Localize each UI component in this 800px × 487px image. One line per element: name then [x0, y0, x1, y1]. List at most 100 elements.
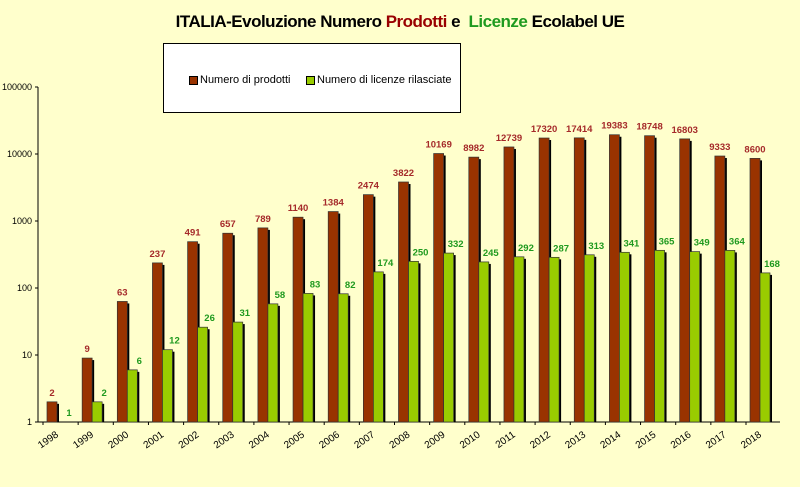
data-label-licenze: 58: [275, 290, 286, 301]
data-label-licenze: 12: [169, 336, 180, 347]
data-label-licenze: 287: [553, 243, 569, 254]
bar-prodotti: [538, 137, 550, 423]
legend-swatch: [306, 75, 315, 85]
data-label-licenze: 313: [588, 241, 604, 252]
data-label-prodotti: 2: [49, 388, 54, 399]
x-tick-label: 2013: [563, 429, 588, 451]
title-prodotti: Prodotti: [385, 12, 448, 31]
x-tick-label: 2009: [423, 429, 448, 451]
bar-licenze: [443, 252, 454, 423]
bar-prodotti: [292, 216, 304, 423]
legend-label: Numero di licenze rilasciate: [317, 74, 452, 86]
title-part: ITALIA-Evoluzione Numero: [175, 12, 382, 31]
bar-prodotti: [609, 134, 620, 423]
data-label-licenze: 349: [694, 238, 710, 249]
x-tick-label: 1999: [71, 429, 96, 451]
legend-item-licenze: Numero di licenze rilasciate: [306, 74, 452, 86]
data-label-prodotti: 9: [85, 344, 90, 355]
x-tick-label: 2014: [599, 429, 624, 451]
x-tick-label: 2004: [247, 429, 272, 451]
data-label-prodotti: 19383: [601, 121, 627, 132]
bar-prodotti: [468, 156, 480, 423]
data-label-licenze: 26: [204, 313, 215, 324]
bar-prodotti: [46, 401, 58, 423]
data-label-licenze: 174: [377, 258, 394, 269]
x-tick-label: 2010: [458, 429, 483, 451]
data-label-prodotti: 657: [220, 219, 236, 230]
data-label-prodotti: 8982: [463, 143, 484, 154]
x-tick-label: 2012: [528, 429, 553, 451]
title-part: e: [451, 12, 461, 31]
data-label-prodotti: 8600: [744, 144, 765, 155]
data-label-prodotti: 1140: [288, 203, 309, 214]
x-tick-label: 2016: [669, 429, 694, 451]
data-label-licenze: 341: [623, 238, 640, 249]
bar-prodotti: [679, 138, 691, 423]
data-label-licenze: 1: [66, 408, 72, 419]
bar-licenze: [689, 251, 701, 423]
data-label-prodotti: 17414: [566, 124, 593, 135]
y-tick-label: 10: [22, 350, 32, 360]
data-label-licenze: 168: [764, 259, 780, 270]
bar-prodotti: [116, 301, 128, 423]
bar-licenze: [548, 256, 560, 423]
x-tick-label: 2001: [142, 429, 167, 451]
data-label-prodotti: 3822: [393, 168, 414, 179]
legend-swatch: [189, 75, 198, 85]
data-label-licenze: 365: [659, 236, 676, 247]
bar-prodotti: [433, 153, 444, 423]
bar-prodotti: [327, 211, 339, 423]
title-licenze: Licenze: [468, 12, 528, 31]
x-tick-label: 2006: [317, 429, 342, 451]
legend: Numero di prodotti Numero di licenze ril…: [163, 43, 461, 113]
bar-licenze: [408, 260, 419, 423]
bar-prodotti: [152, 262, 163, 423]
data-label-licenze: 292: [518, 243, 534, 254]
bar-licenze: [513, 256, 525, 423]
bar-licenze: [197, 326, 208, 423]
bar-licenze: [91, 401, 103, 423]
x-tick-label: 2002: [177, 429, 202, 451]
bar-prodotti: [187, 241, 198, 423]
data-label-prodotti: 63: [117, 287, 128, 298]
y-tick-label: 10000: [7, 149, 32, 159]
bar-licenze: [759, 272, 771, 423]
data-label-prodotti: 491: [185, 228, 202, 239]
bar-prodotti: [573, 137, 585, 423]
bar-prodotti: [363, 194, 374, 423]
x-tick-label: 2008: [388, 429, 413, 451]
x-tick-label: 2015: [634, 429, 659, 451]
bar-licenze: [478, 261, 490, 423]
y-tick-label: 1: [27, 417, 32, 427]
bar-licenze: [619, 251, 630, 423]
legend-item-prodotti: Numero di prodotti: [189, 74, 291, 86]
x-tick-label: 2011: [494, 429, 518, 451]
bar-prodotti: [398, 181, 409, 423]
bar-licenze: [583, 254, 595, 423]
data-label-licenze: 245: [483, 248, 500, 259]
data-label-prodotti: 9333: [709, 142, 730, 153]
y-tick-label: 1000: [12, 216, 32, 226]
data-label-prodotti: 237: [150, 249, 166, 260]
data-label-prodotti: 16803: [671, 125, 697, 136]
x-tick-label: 2003: [212, 429, 237, 451]
y-tick-label: 100000: [2, 82, 32, 92]
bar-licenze: [654, 249, 665, 423]
bar-prodotti: [257, 227, 269, 423]
x-tick-label: 2000: [106, 429, 131, 451]
bar-licenze: [267, 303, 279, 423]
data-label-prodotti: 17320: [531, 124, 557, 135]
data-label-licenze: 364: [729, 236, 746, 247]
bar-prodotti: [644, 135, 655, 423]
data-label-licenze: 6: [137, 356, 142, 367]
data-label-prodotti: 12739: [496, 133, 522, 144]
bar-licenze: [337, 293, 349, 423]
bar-licenze: [162, 349, 173, 423]
bar-licenze: [126, 369, 138, 423]
x-tick-label: 2017: [704, 429, 729, 451]
data-label-licenze: 2: [102, 388, 107, 399]
data-label-prodotti: 18748: [636, 122, 662, 133]
x-tick-label: 2018: [739, 429, 764, 451]
